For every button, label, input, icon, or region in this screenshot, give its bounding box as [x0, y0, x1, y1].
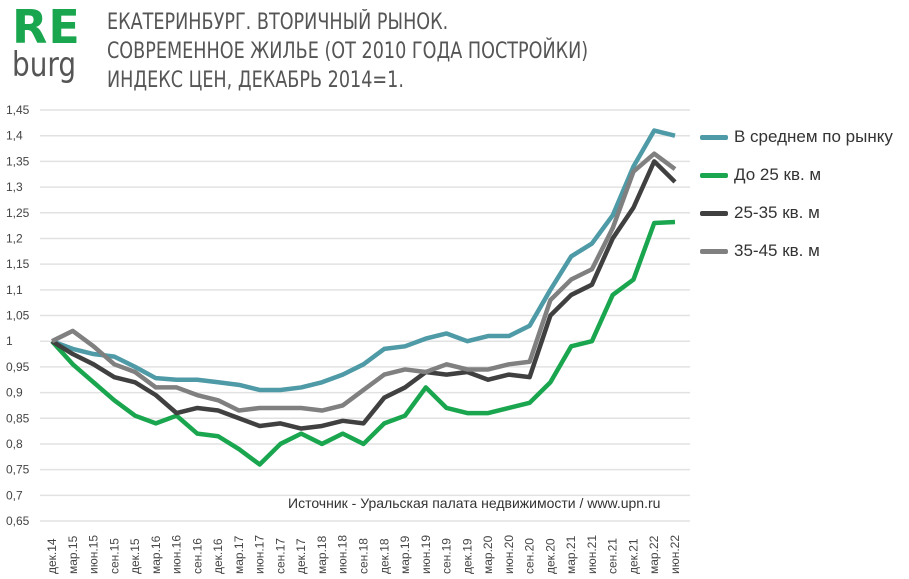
legend-swatch: [700, 172, 728, 178]
y-tick-label: 0,7: [6, 488, 23, 502]
y-tick-label: 0,65: [6, 514, 30, 528]
legend-label: В среднем по рынку: [734, 127, 893, 146]
chart-title: ЕКАТЕРИНБУРГ. ВТОРИЧНЫЙ РЫНОК. СОВРЕМЕНН…: [107, 8, 588, 95]
series-line-0: [51, 128, 676, 393]
logo-re: RE: [12, 0, 81, 54]
x-tick-label: дек.15: [128, 538, 142, 574]
y-tick-label: 0,85: [6, 411, 30, 425]
x-tick-label: мар.17: [232, 535, 246, 574]
logo-burg: burg: [12, 45, 77, 85]
y-tick-label: 1,4: [6, 129, 23, 143]
y-tick-label: 1,2: [6, 231, 23, 245]
x-tick-label: июн.21: [585, 535, 599, 574]
x-tick-label: дек.16: [211, 538, 225, 574]
x-tick-label: дек.14: [45, 538, 59, 574]
x-tick-label: сен.15: [107, 538, 121, 574]
x-tick-label: июн.16: [170, 535, 184, 574]
x-tick-label: июн.22: [668, 535, 682, 574]
x-tick-label: июн.19: [419, 535, 433, 574]
legend-swatch: [700, 134, 728, 140]
series-line-3: [51, 151, 677, 413]
legend-item: До 25 кв. м: [700, 156, 893, 194]
x-tick-label: сен.17: [273, 538, 287, 574]
title-line-1: ЕКАТЕРИНБУРГ. ВТОРИЧНЫЙ РЫНОК.: [107, 10, 449, 35]
x-tick-label: дек.20: [543, 538, 557, 574]
title-line-3: ИНДЕКС ЦЕН, ДЕКАБРЬ 2014=1.: [107, 68, 404, 93]
legend-label: 25-35 кв. м: [734, 203, 820, 222]
x-tick-label: мар.15: [66, 535, 80, 574]
y-tick-label: 1,15: [6, 257, 30, 271]
legend-label: 35-45 кв. м: [734, 241, 820, 260]
source-annotation: Источник - Уральская палата недвижимости…: [288, 495, 660, 511]
reburg-logo: RE burg: [12, 0, 87, 85]
x-tick-label: мар.16: [149, 535, 163, 574]
x-tick-label: мар.18: [315, 535, 329, 574]
legend-item: В среднем по рынку: [700, 118, 893, 156]
x-tick-label: дек.17: [294, 538, 308, 574]
x-tick-label: мар.22: [647, 535, 661, 574]
legend-item: 25-35 кв. м: [700, 194, 893, 232]
title-line-2: СОВРЕМЕННОЕ ЖИЛЬЕ (ОТ 2010 ГОДА ПОСТРОЙК…: [107, 39, 589, 64]
y-tick-label: 0,95: [6, 360, 30, 374]
y-tick-label: 1,3: [6, 180, 23, 194]
x-tick-label: мар.20: [481, 535, 495, 574]
x-tick-label: дек.18: [377, 538, 391, 574]
x-tick-label: дек.21: [626, 538, 640, 574]
x-tick-label: июн.15: [87, 535, 101, 574]
legend-swatch: [700, 248, 728, 254]
x-tick-label: сен.16: [190, 538, 204, 574]
legend: В среднем по рынку До 25 кв. м 25-35 кв. м…: [700, 118, 893, 270]
y-tick-label: 0,75: [6, 463, 30, 477]
x-tick-label: дек.19: [460, 538, 474, 574]
y-tick-label: 1,1: [6, 283, 23, 297]
x-tick-label: сен.21: [606, 538, 620, 574]
x-tick-label: мар.19: [398, 535, 412, 574]
y-tick-label: 1: [6, 334, 13, 348]
x-tick-label: сен.18: [357, 538, 371, 574]
y-tick-label: 1,25: [6, 206, 30, 220]
x-tick-label: июн.20: [502, 535, 516, 574]
y-tick-label: 1,35: [6, 154, 30, 168]
x-tick-label: сен.19: [440, 538, 454, 574]
series-line-1: [50, 219, 676, 467]
series-line-2: [50, 159, 677, 431]
y-tick-label: 0,9: [6, 386, 23, 400]
legend-label: До 25 кв. м: [734, 165, 822, 184]
x-tick-label: сен.20: [523, 538, 537, 574]
x-tick-label: мар.21: [564, 535, 578, 574]
y-tick-label: 1,45: [6, 103, 30, 117]
y-tick-label: 0,8: [6, 437, 23, 451]
legend-swatch: [700, 210, 728, 216]
y-tick-label: 1,05: [6, 309, 30, 323]
x-tick-label: июн.18: [336, 535, 350, 574]
x-tick-label: июн.17: [253, 535, 267, 574]
legend-item: 35-45 кв. м: [700, 232, 893, 270]
